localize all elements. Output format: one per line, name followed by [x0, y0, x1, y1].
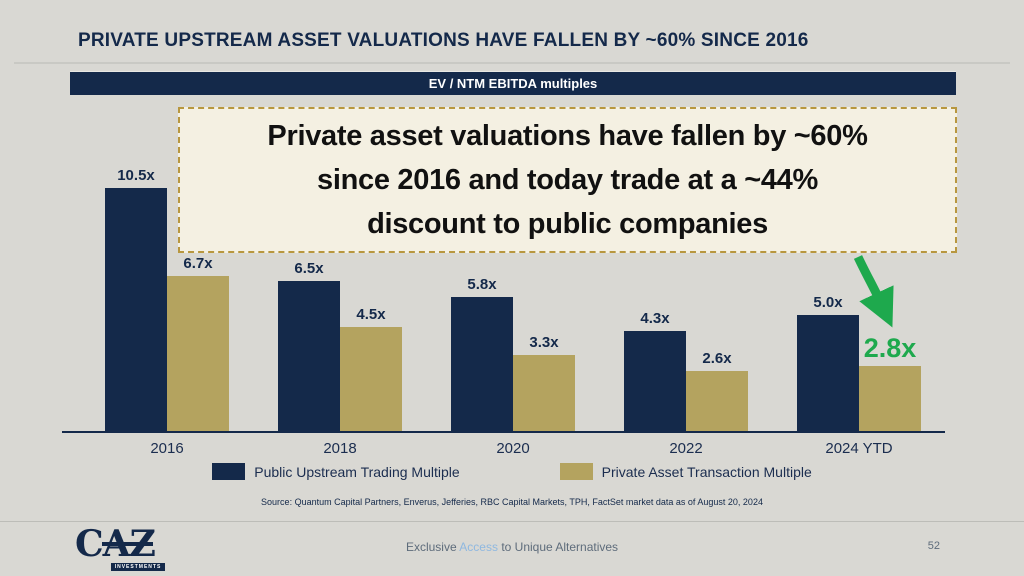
caz-logo-crossbar [102, 542, 154, 546]
tagline-access: Access [459, 540, 498, 554]
callout-line-3: discount to public companies [367, 208, 768, 240]
bar-public-2018 [278, 281, 340, 431]
x-axis-label-2018: 2018 [323, 440, 357, 457]
bar-group-2022: 4.3x 2.6x 2022 [624, 160, 748, 457]
bar-value-label-public-2016: 10.5x [117, 167, 155, 184]
caz-logo: CAZ INVESTMENTS [75, 525, 171, 571]
footer-divider [0, 521, 1024, 522]
x-axis-label-2020: 2020 [496, 440, 530, 457]
bar-private-2018 [340, 327, 402, 431]
callout-box: Private asset valuations have fallen by … [178, 107, 957, 253]
chart-legend: Public Upstream Trading Multiple Private… [0, 463, 1024, 480]
bar-private-2016 [167, 276, 229, 431]
legend-item-private: Private Asset Transaction Multiple [559, 463, 812, 480]
title-divider [14, 62, 1010, 64]
callout-line-2: since 2016 and today trade at a ~44% [317, 164, 818, 196]
caz-logo-text: CAZ [75, 523, 156, 565]
x-axis-label-2024-ytd: 2024 YTD [825, 440, 893, 457]
bar-value-label-public-2024-ytd: 5.0x [813, 294, 843, 311]
legend-item-public: Public Upstream Trading Multiple [212, 463, 460, 480]
tagline-pre: Exclusive [405, 540, 460, 554]
bar-private-2024-ytd [859, 366, 921, 431]
green-arrow-icon [853, 255, 894, 328]
bar-value-label-private-2018: 4.5x [356, 306, 386, 323]
bar-group-2024-ytd: 5.0x 2.8x 2024 YTD [797, 160, 921, 457]
bar-value-label-private-2020: 3.3x [529, 334, 559, 351]
slide-title: PRIVATE UPSTREAM ASSET VALUATIONS HAVE F… [78, 30, 809, 51]
bar-value-label-private-2016: 6.7x [183, 255, 213, 272]
chart-header-label: EV / NTM EBITDA multiples [428, 76, 598, 91]
bar-chart: 10.5x 6.7x 2016 6.5x 4.5x 2018 5.8x 3.3x 2020 4.3… [62, 160, 945, 457]
callout-line-1: Private asset valuations have fallen by … [267, 120, 868, 152]
legend-label-public: Public Upstream Trading Multiple [254, 463, 460, 480]
bar-public-2020 [451, 297, 513, 431]
bar-public-2016 [105, 188, 167, 431]
legend-swatch-private [559, 463, 593, 480]
x-axis-label-2016: 2016 [150, 440, 184, 457]
legend-swatch-public [212, 463, 246, 480]
caz-logo-investments-label: INVESTMENTS [111, 563, 165, 571]
source-note: Source: Quantum Capital Partners, Enveru… [261, 497, 763, 507]
bar-group-2018: 6.5x 4.5x 2018 [278, 160, 402, 457]
legend-label-private: Private Asset Transaction Multiple [601, 463, 812, 480]
bar-private-2020 [513, 355, 575, 431]
bar-value-label-private-2022: 2.6x [702, 350, 732, 367]
bar-value-label-private-2024-ytd: 2.8x [863, 333, 917, 363]
chart-header-banner: EV / NTM EBITDA multiples [70, 71, 956, 95]
bar-value-label-public-2022: 4.3x [640, 310, 670, 327]
page-number: 52 [927, 540, 940, 552]
bar-public-2024-ytd [797, 315, 859, 431]
bar-group-2016: 10.5x 6.7x 2016 [105, 160, 229, 457]
footer-tagline: Exclusive Access to Unique Alternatives [0, 540, 1024, 554]
x-axis-label-2022: 2022 [669, 440, 703, 457]
bar-group-2020: 5.8x 3.3x 2020 [451, 160, 575, 457]
bar-public-2022 [624, 331, 686, 431]
bar-value-label-public-2020: 5.8x [467, 276, 497, 293]
bar-value-label-public-2018: 6.5x [294, 260, 324, 277]
bar-private-2022 [686, 371, 748, 431]
tagline-post: to Unique Alternatives [497, 540, 619, 554]
